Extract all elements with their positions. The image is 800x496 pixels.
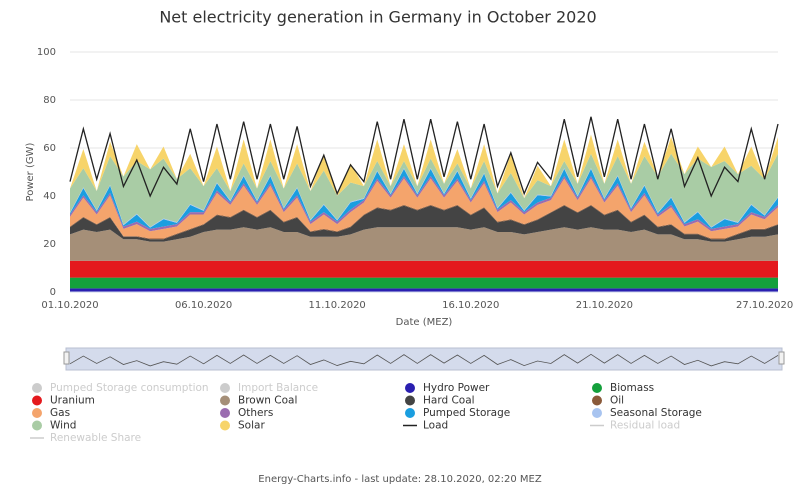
legend-item[interactable]: Pumped Storage consumption (32, 382, 209, 394)
legend-label: Hard Coal (423, 395, 475, 407)
y-tick-label: 20 (43, 239, 56, 250)
legend-item[interactable]: Residual load (590, 420, 680, 432)
area (70, 176, 778, 232)
legend-label: Seasonal Storage (610, 407, 702, 419)
legend-item[interactable]: Import Balance (220, 382, 318, 394)
legend-item[interactable]: Brown Coal (220, 395, 297, 407)
legend-label: Import Balance (238, 382, 318, 394)
legend-symbol (592, 395, 602, 406)
legend-label: Pumped Storage (423, 407, 510, 419)
legend-label: Solar (238, 420, 265, 432)
area (70, 178, 778, 239)
legend-label: Residual load (610, 420, 680, 432)
y-tick-label: 80 (43, 95, 56, 106)
legend-symbol (32, 383, 42, 393)
legend-label: Hydro Power (423, 382, 490, 394)
area (70, 168, 778, 229)
navigator-line (69, 353, 779, 367)
legend-item[interactable]: Oil (592, 395, 624, 407)
area (70, 260, 778, 278)
footer: Energy-Charts.info - last update: 28.10.… (258, 474, 542, 485)
legend-item[interactable]: Uranium (32, 395, 95, 407)
legend-symbol (32, 408, 42, 418)
legend-symbol (405, 383, 415, 393)
legend-item[interactable]: Seasonal Storage (592, 407, 702, 419)
legend-symbol (220, 383, 230, 393)
x-tick-label: 27.10.2020 (736, 300, 793, 311)
legend-symbol (405, 395, 415, 406)
legend-item[interactable]: Others (220, 407, 273, 419)
y-tick-label: 100 (37, 47, 56, 58)
legend-label: Renewable Share (50, 432, 141, 444)
legend-item[interactable]: Load (403, 420, 448, 432)
navigator-handle (778, 351, 785, 365)
legend-symbol (592, 383, 602, 393)
y-tick-label: 40 (43, 191, 56, 202)
legend-item[interactable]: Renewable Share (30, 432, 141, 444)
x-tick-label: 06.10.2020 (175, 300, 232, 311)
x-tick-label: 16.10.2020 (442, 300, 499, 311)
legend-item[interactable]: Wind (32, 420, 76, 432)
line (69, 116, 779, 198)
x-tick-label: 21.10.2020 (576, 300, 633, 311)
legend-item[interactable]: Gas (32, 407, 70, 419)
area (70, 205, 778, 242)
legend-symbol (220, 395, 230, 406)
legend-item[interactable]: Hydro Power (405, 382, 490, 394)
x-tick-label: 11.10.2020 (309, 300, 366, 311)
y-tick-label: 60 (43, 143, 56, 154)
legend-symbol (220, 408, 230, 418)
y-tick-label: 0 (50, 287, 56, 298)
legend-label: Biomass (610, 382, 654, 394)
legend-label: Load (423, 420, 448, 432)
navigator-handle (63, 351, 70, 365)
legend-symbol (220, 420, 230, 431)
area (70, 277, 778, 289)
legend-item[interactable]: Solar (220, 420, 265, 432)
legend-item[interactable]: Pumped Storage (405, 407, 510, 419)
legend-label: Brown Coal (238, 395, 297, 407)
legend-symbol (592, 408, 602, 418)
legend-label: Pumped Storage consumption (50, 382, 209, 394)
x-tick-label: 01.10.2020 (41, 300, 98, 311)
legend-item[interactable]: Hard Coal (405, 395, 475, 407)
legend-label: Others (238, 407, 273, 419)
y-axis-label: Power (GW) (25, 142, 36, 201)
area (70, 288, 778, 292)
x-axis-label: Date (MEZ) (396, 317, 453, 328)
legend-symbol (32, 395, 42, 406)
area (70, 153, 778, 227)
legend-symbol (32, 420, 42, 431)
legend-label: Oil (610, 395, 624, 407)
chart-title: Net electricity generation in Germany in… (159, 8, 596, 27)
legend-item[interactable]: Biomass (592, 382, 654, 394)
legend-label: Uranium (50, 395, 95, 407)
legend-label: Wind (50, 420, 76, 432)
area (70, 134, 778, 199)
area (70, 227, 778, 261)
legend-symbol (405, 408, 415, 418)
legend-label: Gas (50, 407, 70, 419)
